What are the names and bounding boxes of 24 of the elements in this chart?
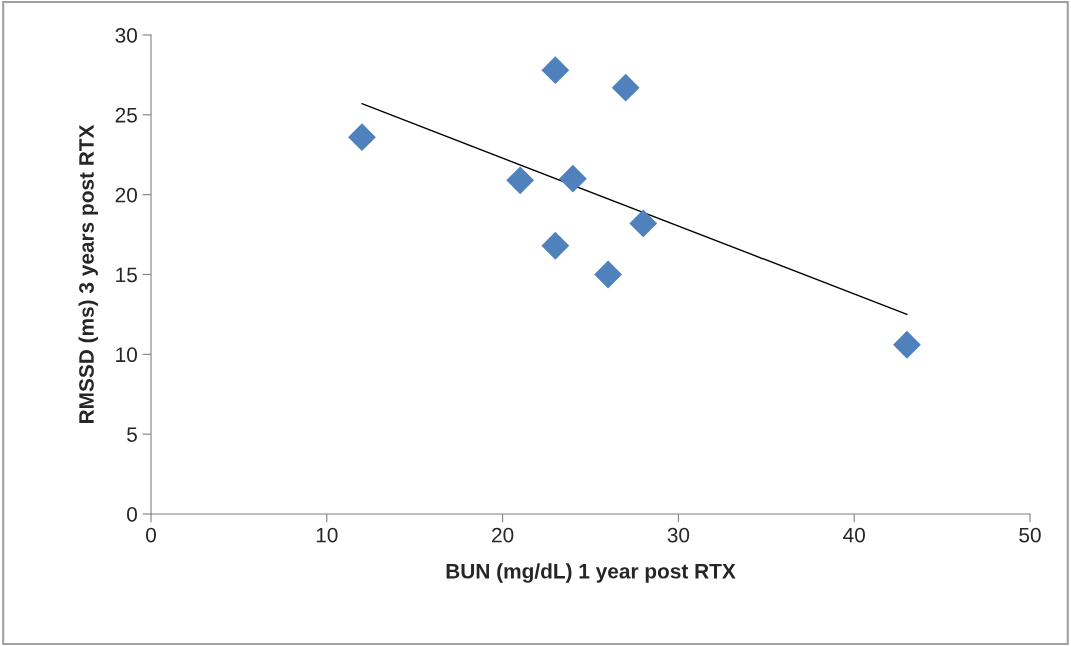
point [348,123,376,152]
y-tick-label: 25 [115,107,137,123]
point [629,209,658,238]
x-tick-label: 30 [667,527,690,543]
x-axis-title: BUN (mg/dL) 1 year post RTX [446,563,736,583]
point [541,56,570,85]
point [506,166,535,195]
y-tick-label: 0 [127,507,137,522]
point [893,330,921,359]
point [611,73,640,102]
point [594,260,622,289]
y-tick-label: 20 [115,187,137,203]
point [559,164,587,193]
x-tick-label: 10 [316,527,338,543]
y-tick-label: 15 [116,267,137,283]
y-tick-label: 5 [127,427,137,442]
y-tick-label: 10 [116,347,137,363]
x-tick-label: 20 [492,527,514,543]
x-tick-label: 40 [843,527,865,543]
y-axis-title: RMSSD (ms) 3 years post RTX [78,124,98,424]
point [541,231,570,260]
x-tick-label: 0 [146,527,156,543]
y-tick-label: 30 [115,28,137,43]
x-tick-label: 50 [1019,527,1041,543]
